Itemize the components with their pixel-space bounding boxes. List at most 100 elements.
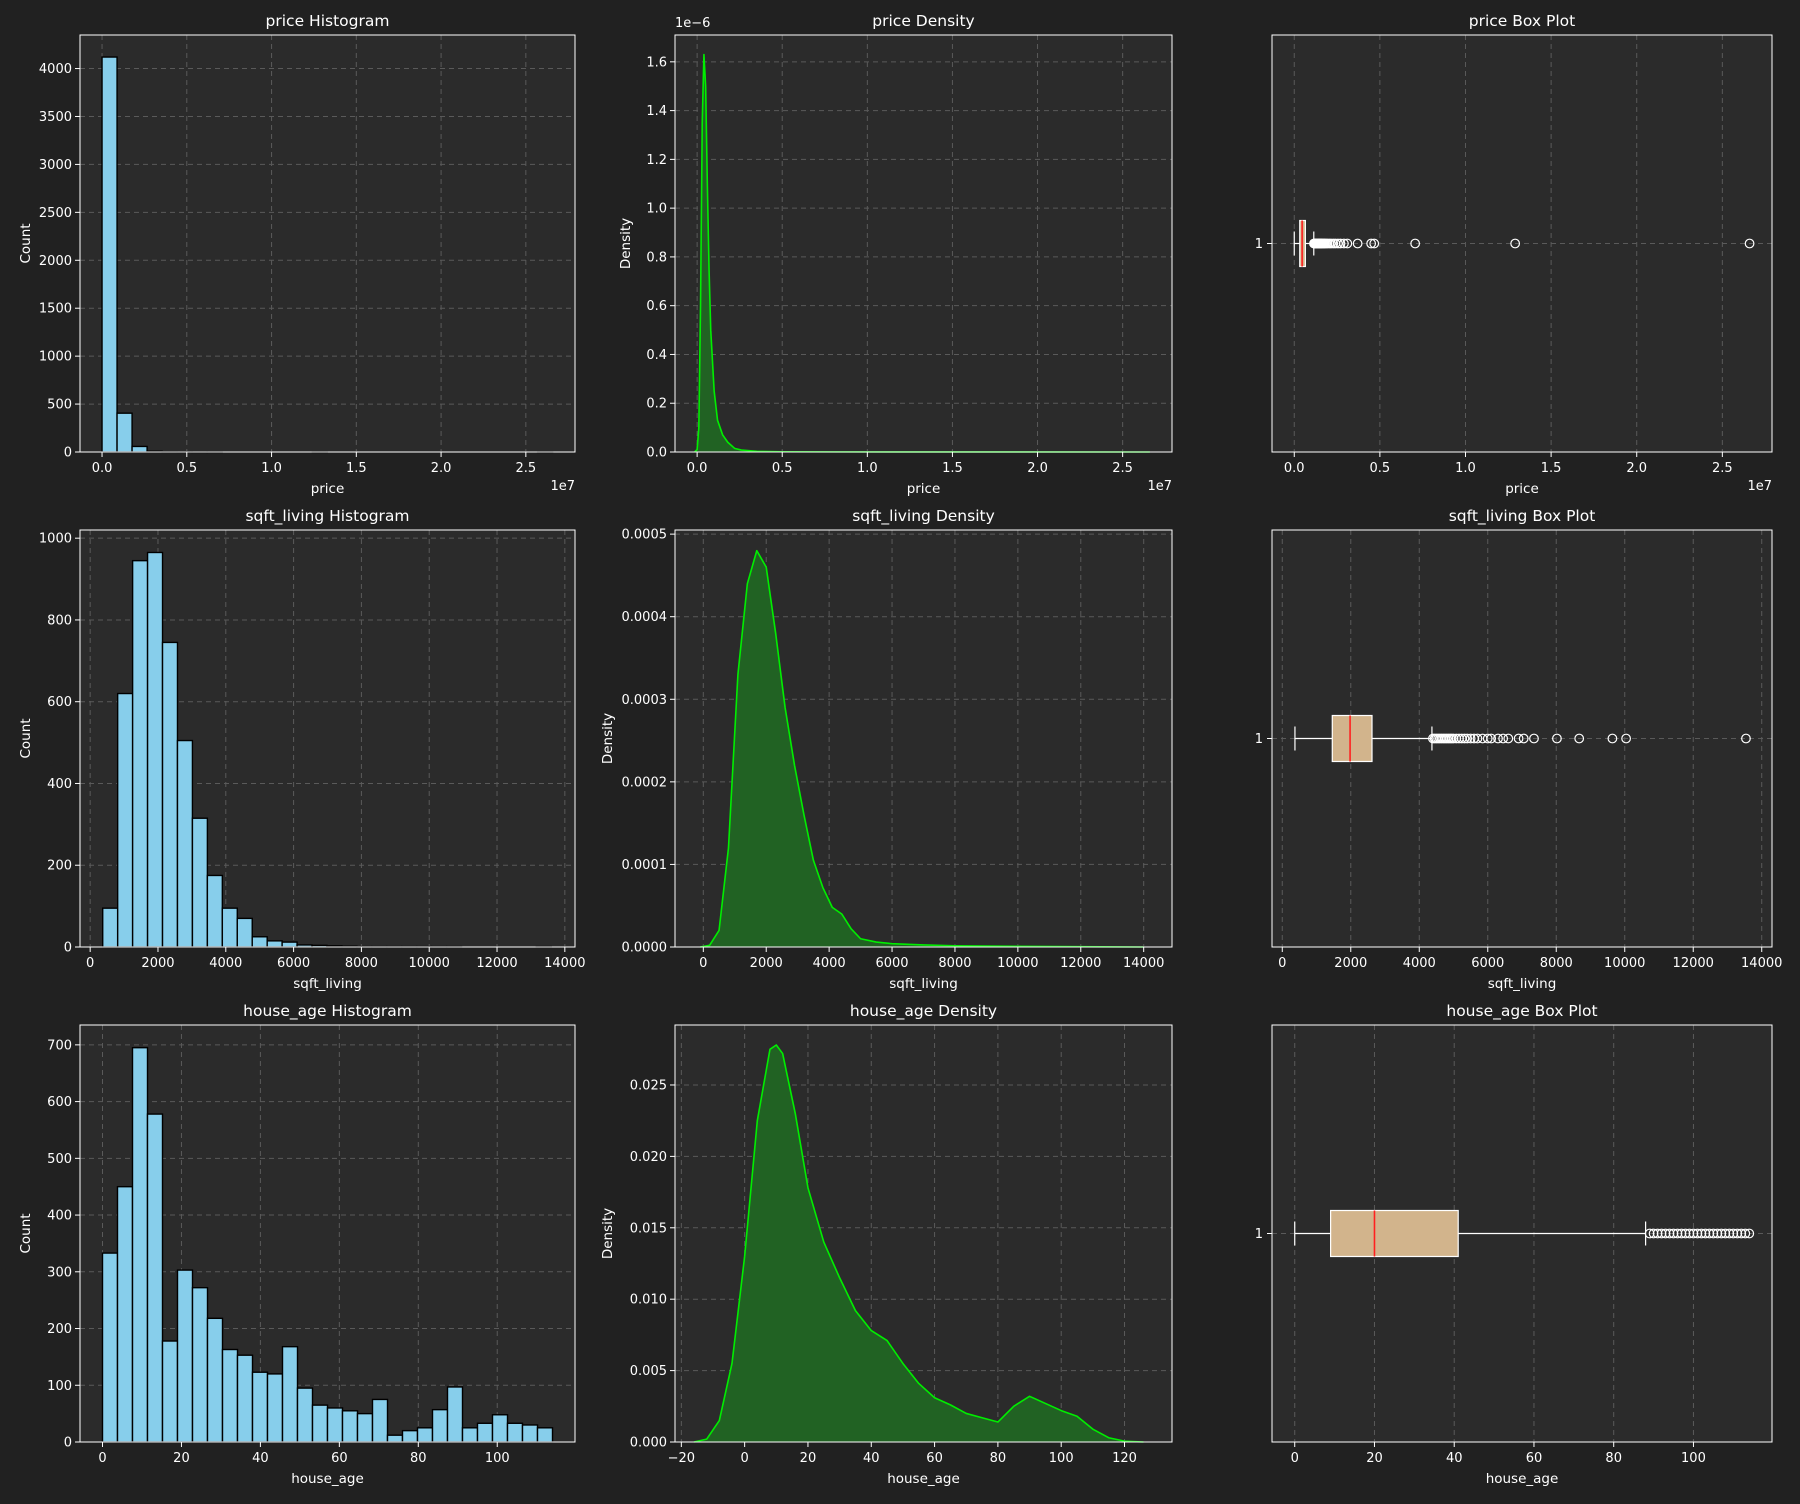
x-tick-label: 1.0 [1455,461,1476,476]
outlier-point [1459,733,1470,744]
chart-panel-4: 0 2000 4000 6000 8000 10000 12000 14000 0 200 400 6… [18,507,586,992]
x-axis-label: house_age [291,1471,364,1487]
histogram-bar [191,1286,209,1443]
histogram-bar [206,1317,224,1443]
y-tick-label: 1000 [39,350,72,365]
y-tick-label: 0.0001 [622,858,668,873]
box-iqr [1330,1209,1459,1258]
chart-title: price Histogram [266,12,390,30]
outlier-point [1704,1228,1715,1239]
histogram-bar [251,1371,269,1443]
y-tick-label: 0 [64,941,72,956]
outlier-point [1652,1228,1663,1239]
y-tick-label: 1500 [39,302,72,317]
chart-title: house_age Histogram [243,1002,412,1021]
chart-panel-9: 0 20 40 60 80 100 1 house_age Box Plot house_age [1255,1002,1773,1487]
outlier-point [1644,1228,1655,1239]
outlier-point [1410,238,1421,249]
outlier-point [1510,238,1521,249]
outlier-point [1720,1228,1731,1239]
y-tick-label: 700 [47,1038,72,1053]
outlier-point [1660,1228,1671,1239]
x-tick-label: 2000 [141,956,174,971]
y-tick-label: 600 [47,1095,72,1110]
plot-border [79,529,576,948]
chart-title: sqft_living Histogram [245,507,409,526]
x-tick-label: 0.0 [687,461,708,476]
x-tick-label: 60 [331,1451,348,1466]
x-tick-label: 1.0 [261,461,282,476]
x-tick-label: 4000 [1403,956,1436,971]
histogram-bar [401,1429,419,1443]
histogram-bar [266,1373,284,1443]
y-tick-label: 0.0005 [622,528,668,543]
y-tick-label: 2000 [39,254,72,269]
histogram-bar [161,641,179,948]
outlier-point [1552,733,1562,744]
outlier-point [1462,733,1473,744]
outlier-point [1688,1228,1699,1239]
histogram-bar [221,1348,239,1443]
x-tick-label: 0 [1278,956,1286,971]
outlier-point [1472,733,1483,744]
y-tick-label: 800 [47,613,72,628]
outlier-point [1342,238,1353,249]
chart-panel-7: 0 20 40 60 80 100 0 100 200 300 400 500 600 700 house_… [18,1002,576,1487]
plot-border [674,34,1173,453]
x-tick-label: 1.5 [1541,461,1562,476]
y-axis-label: Count [18,718,34,758]
y-tick-label: 0.005 [630,1364,667,1379]
histogram-bar [266,940,283,948]
x-tick-label: 2000 [1334,956,1367,971]
outlier-point [1366,238,1377,249]
histogram-bar [311,1404,329,1443]
x-tick-label: 60 [926,1451,943,1466]
x-tick-label: 120 [1112,1451,1137,1466]
histogram-bar [491,1414,509,1443]
x-tick-label: 2000 [750,956,783,971]
y-axis-label: Count [18,223,34,263]
y-tick-label: 0.000 [630,1436,667,1451]
x-tick-label: 2.0 [431,461,452,476]
plot-area [675,35,1172,452]
y-tick-label: 1.0 [646,202,667,217]
y-tick-label: 0 [64,446,72,461]
outlier-point [1684,1228,1695,1239]
y-category-label: 1 [1255,732,1263,747]
x-tick-label: 4000 [813,956,846,971]
x-tick-label: 14000 [1741,956,1782,971]
histogram-bar [356,1412,374,1443]
outlier-point [1493,733,1503,744]
x-offset-label: 1e7 [1147,479,1172,494]
x-axis-label: house_age [887,1471,960,1487]
histogram-bar [416,1427,434,1443]
chart-title: price Box Plot [1469,12,1575,30]
x-tick-label: 80 [410,1451,427,1466]
histogram-bar [221,907,238,948]
chart-title: house_age Box Plot [1446,1002,1597,1021]
density-area [700,550,1144,947]
y-axis-label: Density [600,713,616,764]
histogram-bar [386,1434,404,1443]
plot-border [79,34,576,453]
histogram-bar [341,1410,359,1443]
x-tick-label: 20 [1366,1451,1383,1466]
y-tick-label: 0.025 [630,1078,667,1093]
x-tick-label: 12000 [1060,956,1101,971]
outlier-point [1607,733,1618,744]
outlier-point [1708,1228,1719,1239]
x-tick-label: 4000 [209,956,242,971]
histogram-bar [431,1408,449,1443]
y-tick-label: 1000 [39,532,72,547]
y-tick-label: 1.2 [646,153,667,168]
plot-area [80,35,575,452]
density-area [693,1044,1144,1442]
histogram-bar [146,551,164,948]
outlier-point [1465,733,1476,744]
x-axis-label: price [311,481,345,497]
outlier-point [1503,733,1514,744]
histogram-bar [131,559,149,948]
y-tick-label: 200 [47,859,72,874]
x-tick-label: 2.0 [1027,461,1048,476]
